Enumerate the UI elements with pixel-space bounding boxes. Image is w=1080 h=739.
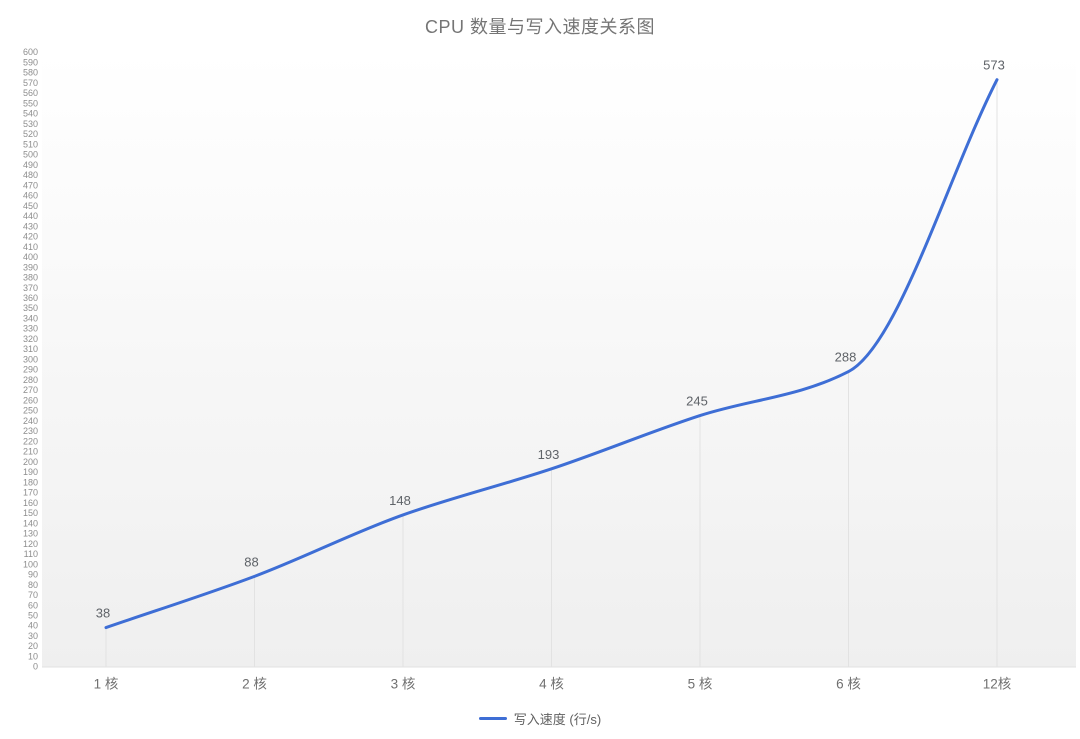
y-axis-tick-label: 150 <box>23 508 38 518</box>
y-axis-tick-label: 320 <box>23 334 38 344</box>
y-axis-tick-label: 550 <box>23 98 38 108</box>
y-axis-tick-label: 340 <box>23 313 38 323</box>
y-axis-tick-label: 280 <box>23 375 38 385</box>
y-axis-tick-label: 250 <box>23 406 38 416</box>
y-axis-tick-label: 560 <box>23 88 38 98</box>
legend-item-write-speed[interactable]: 写入速度 (行/s) <box>478 709 602 728</box>
y-axis-tick-label: 350 <box>23 303 38 313</box>
y-axis-tick-label: 260 <box>23 395 38 405</box>
y-axis-tick-label: 110 <box>24 549 38 559</box>
y-axis-tick-label: 270 <box>23 385 38 395</box>
y-axis-tick-label: 200 <box>23 457 38 467</box>
y-axis-tick-label: 330 <box>23 324 38 334</box>
y-axis-tick-label: 370 <box>23 283 38 293</box>
y-axis-tick-label: 50 <box>28 610 38 620</box>
y-axis-tick-label: 140 <box>23 518 38 528</box>
y-axis-tick-label: 130 <box>23 529 38 539</box>
y-axis-tick-label: 450 <box>23 201 38 211</box>
y-axis-tick-label: 380 <box>23 273 38 283</box>
y-axis-tick-label: 440 <box>23 211 38 221</box>
x-axis-category-label: 6 核 <box>836 677 861 692</box>
y-axis-tick-label: 220 <box>23 436 38 446</box>
y-axis-tick-label: 70 <box>28 590 38 600</box>
y-axis-tick-label: 570 <box>23 78 38 88</box>
point-value-label: 38 <box>96 606 110 621</box>
x-axis-category-label: 12核 <box>983 677 1012 692</box>
legend-label: 写入速度 (行/s) <box>513 712 602 727</box>
legend-line-swatch <box>478 717 507 720</box>
y-axis-tick-label: 580 <box>23 68 38 78</box>
y-axis-tick-label: 90 <box>28 570 38 580</box>
plot-area: 0102030405060708090100110120130140150160… <box>23 47 1076 692</box>
plot-background <box>42 52 1076 667</box>
y-axis-tick-label: 360 <box>23 293 38 303</box>
y-axis-tick-label: 80 <box>28 580 38 590</box>
y-axis-tick-label: 480 <box>23 170 38 180</box>
series-line-write-speed <box>104 78 999 630</box>
y-axis-tick-label: 390 <box>23 262 38 272</box>
y-axis-tick-label: 290 <box>23 365 38 375</box>
y-axis-tick-label: 460 <box>23 191 38 201</box>
x-axis-category-label: 5 核 <box>688 677 713 692</box>
x-axis-category-label: 4 核 <box>539 677 564 692</box>
y-axis-tick-label: 190 <box>23 467 38 477</box>
y-axis-tick-label: 60 <box>28 600 38 610</box>
y-axis-tick-label: 510 <box>23 139 38 149</box>
y-axis-tick-label: 500 <box>23 150 38 160</box>
y-axis-tick-label: 180 <box>23 477 38 487</box>
x-axis-category-label: 2 核 <box>242 677 267 692</box>
y-axis-tick-label: 430 <box>23 221 38 231</box>
y-axis-tick-label: 400 <box>23 252 38 262</box>
y-axis-tick-label: 410 <box>23 242 38 252</box>
y-axis-tick-label: 240 <box>23 416 38 426</box>
y-axis-tick-label: 310 <box>23 344 38 354</box>
y-axis-tick-label: 520 <box>23 129 38 139</box>
y-axis-tick-label: 120 <box>23 539 38 549</box>
point-value-label: 88 <box>244 554 258 569</box>
y-axis-tick-label: 530 <box>23 119 38 129</box>
point-value-label: 288 <box>835 350 857 365</box>
point-value-label: 193 <box>538 447 560 462</box>
y-axis-tick-label: 420 <box>23 232 38 242</box>
y-axis-tick-label: 230 <box>23 426 38 436</box>
y-axis-tick-label: 0 <box>33 662 38 672</box>
y-axis-tick-label: 210 <box>23 447 38 457</box>
y-axis-tick-label: 160 <box>23 498 38 508</box>
y-axis-tick-label: 100 <box>23 559 38 569</box>
y-axis-tick-label: 30 <box>28 631 38 641</box>
point-value-label: 573 <box>983 58 1005 73</box>
y-axis-tick-label: 170 <box>23 488 38 498</box>
y-axis-tick-label: 20 <box>28 641 38 651</box>
chart-legend: 写入速度 (行/s) <box>0 709 1080 728</box>
chart-title: CPU 数量与写入速度关系图 <box>424 17 655 37</box>
y-axis-tick-label: 490 <box>23 160 38 170</box>
y-axis-tick-label: 10 <box>28 651 38 661</box>
y-axis-tick-label: 540 <box>23 109 38 119</box>
point-value-label: 245 <box>686 394 708 409</box>
y-axis-tick-label: 600 <box>23 47 38 57</box>
y-axis-tick-label: 470 <box>23 180 38 190</box>
x-axis-category-label: 3 核 <box>391 677 416 692</box>
y-axis-tick-label: 300 <box>23 354 38 364</box>
y-axis-tick-label: 590 <box>23 57 38 67</box>
x-axis-category-label: 1 核 <box>94 677 119 692</box>
point-value-label: 148 <box>389 493 411 508</box>
y-axis-tick-label: 40 <box>28 621 38 631</box>
